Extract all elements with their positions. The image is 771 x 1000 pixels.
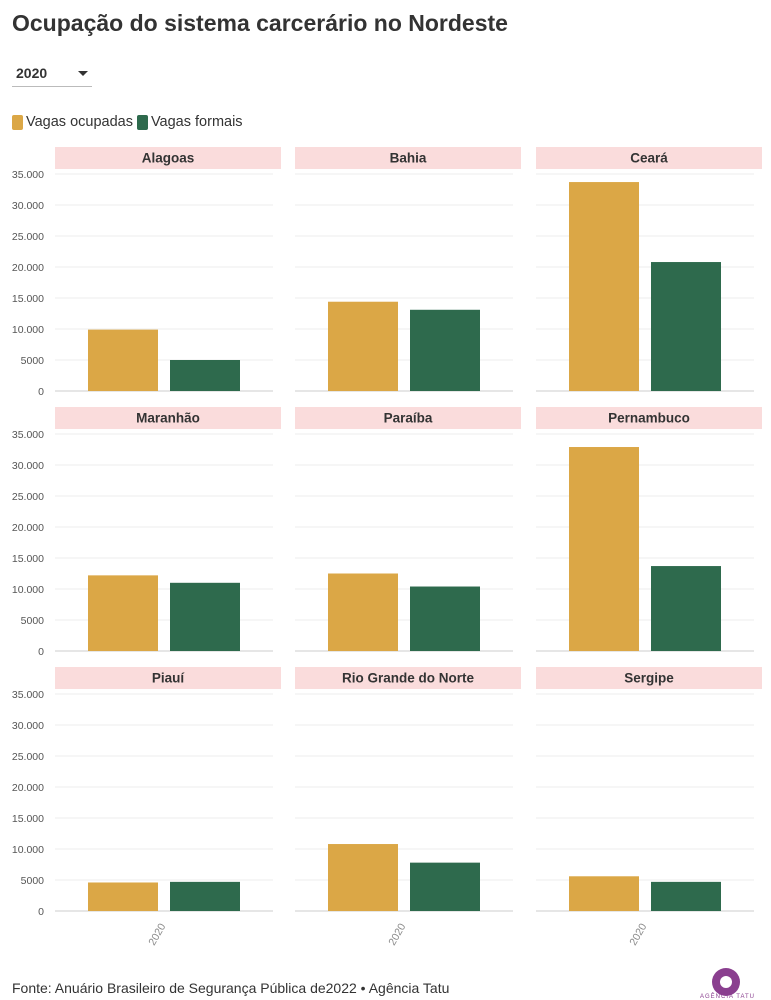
- x-tick-label: 2020: [386, 921, 408, 947]
- panel-title-sergipe: Sergipe: [624, 671, 674, 686]
- panel-header-rio-grande-do-norte: [295, 667, 521, 689]
- agencia-tatu-logo-icon: [712, 968, 740, 996]
- bar-alagoas-vagas-ocupadas: [88, 329, 158, 391]
- legend-swatch-vagas-formais: [136, 114, 148, 130]
- chevron-down-icon: [78, 71, 88, 76]
- bar-maranhao-vagas-ocupadas: [88, 575, 158, 651]
- y-tick-label: 25.000: [12, 491, 44, 503]
- logo-inner-mark: [720, 976, 732, 988]
- bar-bahia-vagas-ocupadas: [328, 301, 398, 391]
- panel-header-pernambuco: [536, 407, 762, 429]
- legend-swatch-vagas-ocupadas: [12, 114, 23, 130]
- bar-paraiba-vagas-formais: [410, 586, 480, 651]
- bar-pernambuco-vagas-formais: [651, 566, 721, 651]
- bar-piaui-vagas-formais: [170, 881, 240, 911]
- x-tick-label: 2020: [627, 921, 649, 947]
- y-tick-label: 5000: [21, 615, 45, 627]
- y-tick-label: 25.000: [12, 751, 44, 763]
- panel-title-alagoas: Alagoas: [142, 151, 195, 166]
- bar-piaui-vagas-ocupadas: [88, 882, 158, 911]
- y-tick-label: 0: [38, 906, 44, 918]
- panel-title-maranhao: Maranhão: [136, 411, 200, 426]
- y-tick-label: 10.000: [12, 324, 44, 336]
- bar-maranhao-vagas-formais: [170, 582, 240, 651]
- y-tick-label: 20.000: [12, 522, 44, 534]
- year-dropdown-value: 2020: [16, 65, 48, 81]
- y-tick-label: 35.000: [12, 169, 44, 181]
- panel-header-ceara: [536, 147, 762, 169]
- panel-header-sergipe: [536, 667, 762, 689]
- y-tick-label: 25.000: [12, 231, 44, 243]
- panel-header-bahia: [295, 147, 521, 169]
- x-tick-label: 2020: [146, 921, 168, 947]
- bar-sergipe-vagas-ocupadas: [569, 876, 639, 911]
- logo-wordmark: AGÊNCIA TATU: [700, 994, 756, 1000]
- y-tick-label: 35.000: [12, 689, 44, 701]
- panel-header-piaui: [55, 667, 281, 689]
- y-tick-label: 30.000: [12, 720, 44, 732]
- panel-title-pernambuco: Pernambuco: [608, 411, 690, 426]
- panel-title-paraiba: Paraíba: [384, 411, 433, 426]
- panel-title-ceara: Ceará: [630, 151, 668, 166]
- bar-ceara-vagas-formais: [651, 262, 721, 391]
- legend-label-vagas-formais: Vagas formais: [150, 114, 243, 130]
- y-tick-label: 15.000: [12, 553, 44, 565]
- bar-alagoas-vagas-formais: [170, 360, 240, 391]
- y-tick-label: 10.000: [12, 844, 44, 856]
- bar-bahia-vagas-formais: [410, 309, 480, 391]
- y-tick-label: 0: [38, 386, 44, 398]
- y-tick-label: 10.000: [12, 584, 44, 596]
- bar-rio-grande-do-norte-vagas-ocupadas: [328, 844, 398, 911]
- bar-sergipe-vagas-formais: [651, 881, 721, 911]
- legend-item-vagas-ocupadas[interactable]: Vagas ocupadas: [12, 114, 133, 130]
- legend: Vagas ocupadas Vagas formais: [12, 112, 247, 132]
- panel-title-rio-grande-do-norte: Rio Grande do Norte: [342, 671, 474, 686]
- y-tick-label: 30.000: [12, 460, 44, 472]
- panel-title-piaui: Piauí: [152, 671, 186, 686]
- y-tick-label: 20.000: [12, 782, 44, 794]
- panel-header-maranhao: [55, 407, 281, 429]
- chart-title: Ocupação do sistema carcerário no Nordes…: [12, 10, 508, 36]
- y-tick-label: 15.000: [12, 293, 44, 305]
- small-multiples-chart: Alagoas 0 5000 10.000 15.000 20.000 25.000 30.0…: [12, 147, 762, 948]
- bar-rio-grande-do-norte-vagas-formais: [410, 862, 480, 911]
- y-tick-label: 20.000: [12, 262, 44, 274]
- panel-header-alagoas: [55, 147, 281, 169]
- y-tick-label: 30.000: [12, 200, 44, 212]
- year-dropdown[interactable]: 2020: [12, 62, 92, 87]
- panel-header-paraiba: [295, 407, 521, 429]
- panel-title-bahia: Bahia: [390, 151, 427, 166]
- y-tick-label: 5000: [21, 355, 45, 367]
- y-tick-label: 35.000: [12, 429, 44, 441]
- y-tick-label: 0: [38, 646, 44, 658]
- legend-item-vagas-formais[interactable]: Vagas formais: [136, 114, 243, 130]
- y-tick-label: 5000: [21, 875, 45, 887]
- source-footer: Fonte: Anuário Brasileiro de Segurança P…: [12, 980, 450, 996]
- bar-pernambuco-vagas-ocupadas: [569, 447, 639, 651]
- y-tick-label: 15.000: [12, 813, 44, 825]
- bar-ceara-vagas-ocupadas: [569, 182, 639, 391]
- bar-paraiba-vagas-ocupadas: [328, 573, 398, 651]
- legend-label-vagas-ocupadas: Vagas ocupadas: [26, 114, 133, 130]
